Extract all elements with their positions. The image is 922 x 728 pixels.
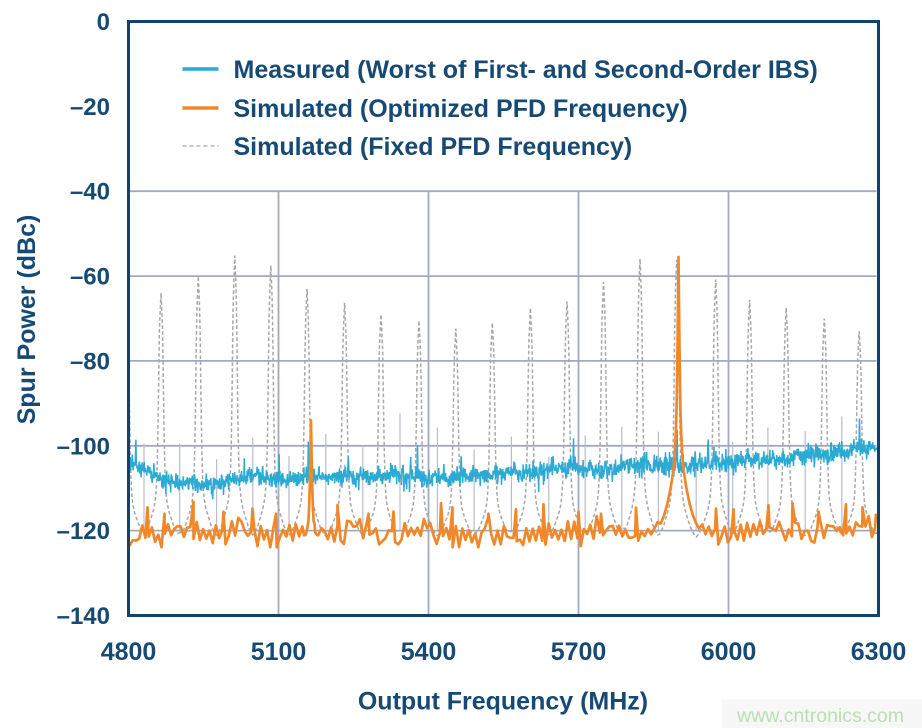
svg-text:6300: 6300 bbox=[851, 638, 907, 666]
svg-text:Measured (Worst of First- and: Measured (Worst of First- and Second-Ord… bbox=[234, 56, 818, 84]
svg-text:–60: –60 bbox=[70, 264, 110, 291]
svg-text:–120: –120 bbox=[57, 518, 110, 545]
svg-text:Simulated (Fixed PFD Frequency: Simulated (Fixed PFD Frequency) bbox=[234, 133, 633, 161]
svg-text:Spur Power (dBc): Spur Power (dBc) bbox=[13, 215, 41, 425]
svg-text:–140: –140 bbox=[57, 603, 110, 630]
svg-text:5100: 5100 bbox=[251, 638, 307, 666]
svg-text:0: 0 bbox=[97, 9, 110, 36]
svg-text:–40: –40 bbox=[70, 179, 110, 206]
svg-text:Simulated (Optimized PFD Frequ: Simulated (Optimized PFD Frequency) bbox=[234, 95, 688, 123]
svg-text:www.cntronics.com: www.cntronics.com bbox=[736, 705, 904, 727]
svg-text:–100: –100 bbox=[57, 433, 110, 460]
svg-text:–80: –80 bbox=[70, 348, 110, 375]
svg-text:Output Frequency (MHz): Output Frequency (MHz) bbox=[358, 688, 648, 716]
svg-text:5400: 5400 bbox=[401, 638, 457, 666]
svg-text:–20: –20 bbox=[70, 94, 110, 121]
svg-text:5700: 5700 bbox=[551, 638, 607, 666]
svg-text:4800: 4800 bbox=[101, 638, 157, 666]
svg-text:6000: 6000 bbox=[701, 638, 757, 666]
